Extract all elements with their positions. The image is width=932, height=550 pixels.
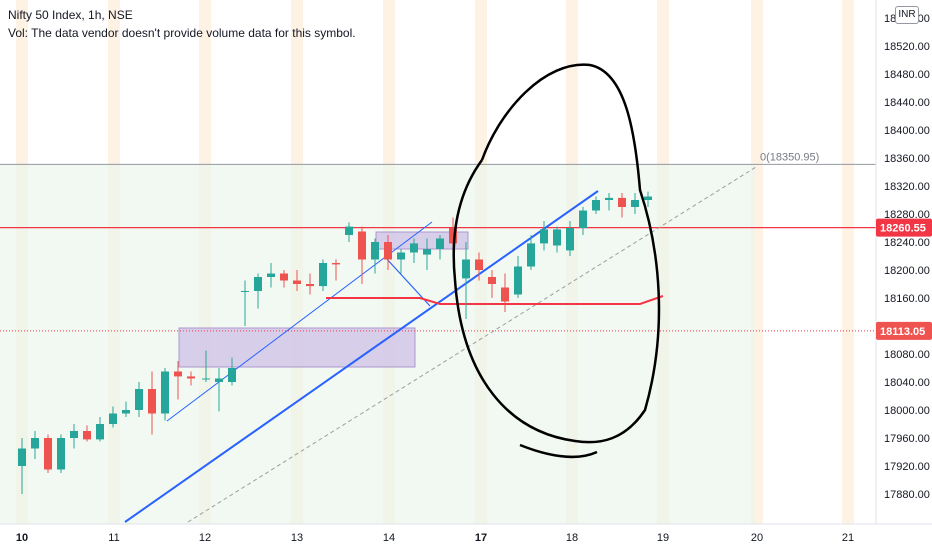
candle-body-21 — [293, 280, 301, 284]
candle-body-46 — [618, 197, 626, 207]
price-tick-12: 18360.00 — [884, 153, 930, 165]
price-tick-10: 18280.00 — [884, 209, 930, 221]
supply-demand-zones — [178, 231, 469, 368]
price-tick-16: 18520.00 — [884, 41, 930, 53]
candle-body-41 — [553, 229, 561, 246]
candle-body-14 — [202, 378, 210, 380]
candles — [18, 191, 652, 494]
candle-body-3 — [57, 438, 65, 470]
candle-body-12 — [174, 371, 182, 377]
candle-body-30 — [410, 243, 418, 253]
candle-body-39 — [527, 243, 535, 267]
time-tick-1: 11 — [108, 532, 119, 544]
red-support-line — [326, 295, 664, 305]
candle-body-27 — [371, 242, 379, 260]
price-axis-bg — [876, 0, 932, 550]
candle-body-6 — [96, 424, 104, 440]
candle-body-4 — [70, 431, 78, 438]
candle-body-20 — [280, 273, 288, 281]
price-badge-last — [876, 321, 932, 340]
hand-drawing — [452, 63, 661, 459]
price-badge-text-last: 18113.05 — [880, 326, 925, 338]
time-tick-2: 12 — [199, 532, 211, 544]
candle-body-32 — [436, 238, 444, 249]
candle-body-44 — [592, 200, 600, 211]
time-tick-8: 20 — [751, 532, 763, 544]
price-tick-5: 18080.00 — [884, 349, 930, 361]
candle-body-28 — [384, 242, 392, 260]
fib-label: 0(18350.95) — [760, 151, 819, 163]
demand-zone — [178, 327, 416, 368]
candle-body-48 — [644, 196, 652, 200]
trendlines: 0(18350.95) — [0, 151, 876, 523]
time-tick-4: 14 — [383, 532, 395, 544]
price-tick-11: 18320.00 — [884, 181, 930, 193]
candle-body-1 — [31, 438, 39, 449]
candle-body-7 — [109, 413, 117, 424]
candle-body-37 — [501, 287, 509, 302]
candle-body-38 — [514, 266, 522, 295]
time-axis: 10 11 12 13 14 17 18 19 20 21 — [0, 523, 932, 544]
time-tick-5: 17 — [475, 532, 487, 544]
price-tick-8: 18200.00 — [884, 265, 930, 277]
candle-body-24 — [332, 263, 340, 265]
hand-stroke — [519, 443, 598, 459]
candle-body-40 — [540, 229, 548, 244]
price-tick-9: 18240.00 — [884, 237, 930, 249]
candle-body-25 — [345, 226, 353, 235]
candle-body-23 — [319, 263, 327, 287]
candle-body-45 — [605, 197, 613, 200]
price-tick-15: 18480.00 — [884, 69, 930, 81]
candle-body-10 — [148, 389, 156, 414]
candle-body-15 — [215, 378, 223, 382]
candle-body-5 — [83, 431, 91, 440]
time-tick-6: 18 — [566, 532, 578, 544]
price-tick-7: 18160.00 — [884, 293, 930, 305]
candle-body-9 — [135, 389, 143, 410]
price-tick-4: 18040.00 — [884, 377, 930, 389]
symbol-line: Nifty 50 Index, 1h, NSE — [8, 8, 133, 22]
candle-body-19 — [267, 273, 275, 277]
candle-body-11 — [161, 371, 169, 414]
candle-body-26 — [358, 231, 366, 260]
trendline-main — [124, 190, 599, 523]
candle-body-47 — [631, 200, 639, 207]
candle-body-34 — [462, 259, 470, 279]
price-tick-1: 17920.00 — [884, 461, 930, 473]
candle-body-29 — [397, 252, 405, 260]
price-badge-level — [876, 218, 932, 237]
candle-body-0 — [18, 448, 26, 466]
candle-body-17 — [241, 291, 249, 292]
price-tick-3: 18000.00 — [884, 405, 930, 417]
chart-legend: Nifty 50 Index, 1h, NSE Vol: The data ve… — [8, 6, 356, 42]
price-tick-14: 18440.00 — [884, 97, 930, 109]
price-axis: 17880.00 17920.00 17960.00 18000.00 18040.00… — [875, 0, 932, 550]
candle-body-42 — [566, 228, 574, 251]
time-tick-3: 13 — [291, 532, 303, 544]
candle-body-35 — [475, 259, 483, 270]
session-band-9 — [842, 0, 854, 524]
hand-circle — [452, 63, 661, 444]
candle-body-16 — [228, 368, 236, 382]
time-tick-7: 19 — [657, 532, 669, 544]
candle-body-22 — [306, 284, 314, 287]
volume-note: Vol: The data vendor doesn't provide vol… — [8, 26, 356, 40]
time-tick-0: 10 — [16, 532, 28, 544]
time-tick-9: 21 — [842, 532, 854, 544]
candle-body-31 — [423, 249, 431, 255]
candle-body-33 — [449, 228, 457, 244]
candle-body-43 — [579, 210, 587, 228]
candle-body-18 — [254, 277, 262, 291]
supply-zone — [375, 231, 469, 250]
candle-body-2 — [44, 438, 52, 470]
price-tick-13: 18400.00 — [884, 125, 930, 137]
price-badge-text-level: 18260.55 — [880, 223, 926, 235]
candle-body-36 — [488, 277, 496, 284]
price-tick-0: 17880.00 — [884, 489, 930, 501]
candle-body-13 — [187, 376, 195, 379]
candle-body-8 — [122, 410, 130, 414]
price-tick-2: 17960.00 — [884, 433, 930, 445]
currency-badge[interactable]: INR — [895, 6, 919, 24]
